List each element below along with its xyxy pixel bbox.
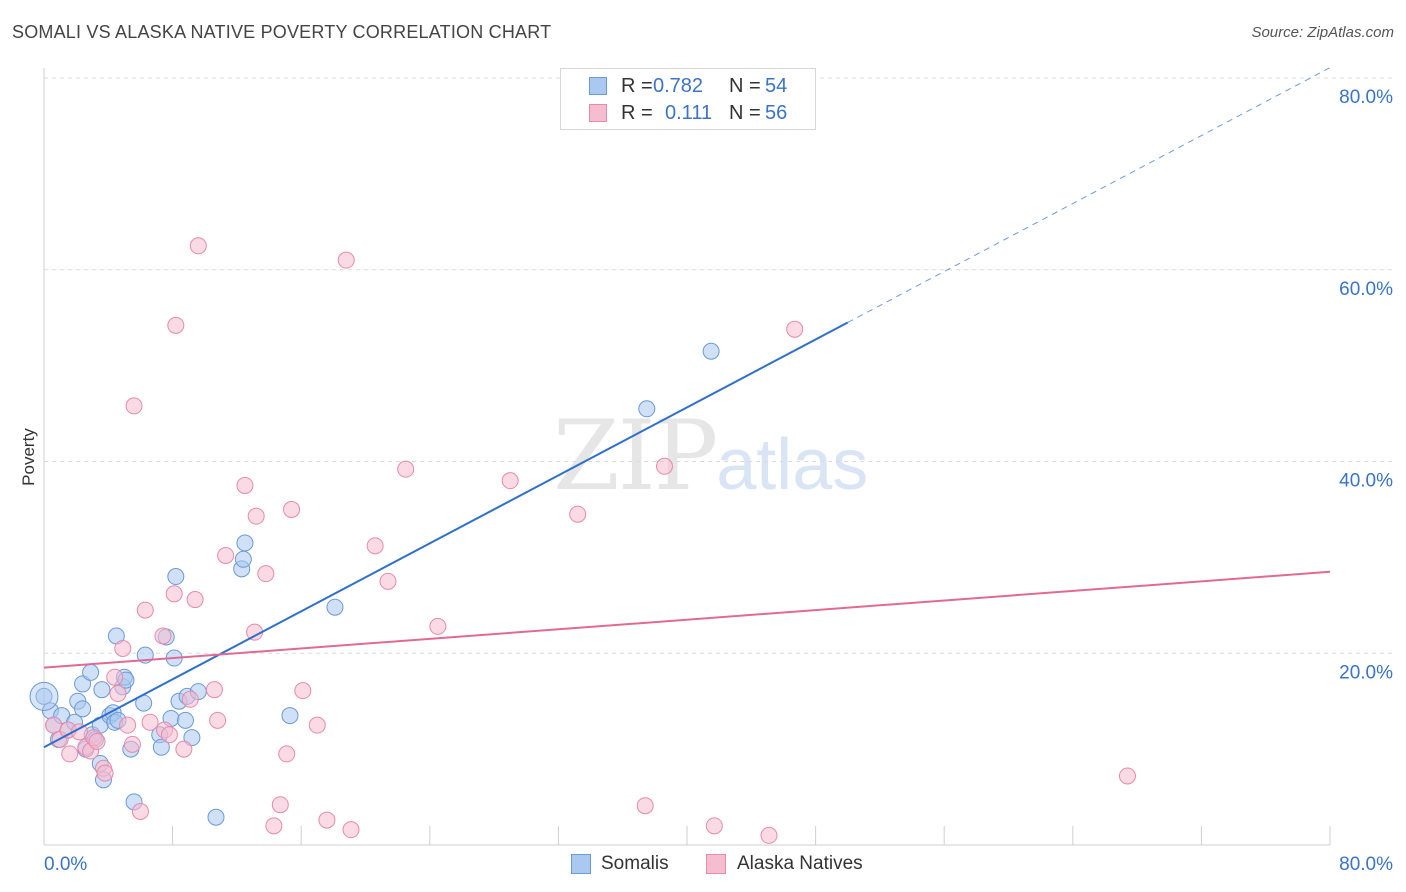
y-tick-label: 40.0% [1339, 471, 1393, 492]
y-tick-label: 80.0% [1339, 87, 1393, 108]
alaska-point [265, 817, 283, 835]
alaska-point [96, 764, 114, 782]
somali-point [281, 707, 299, 725]
somali-point [207, 808, 225, 826]
alaska-point [705, 817, 723, 835]
somali-point [236, 534, 254, 552]
alaska-point [205, 681, 223, 699]
alaska-point [186, 591, 204, 609]
alaska-trendline [43, 570, 1331, 669]
alaska-point [283, 500, 301, 518]
somali-legend-label: Somalis [601, 853, 669, 874]
alaska-point [379, 572, 397, 590]
alaska-point [141, 713, 159, 731]
alaska-point [114, 639, 132, 657]
alaska-point [131, 802, 149, 820]
alaska-point [165, 585, 183, 603]
chart-title: SOMALI VS ALASKA NATIVE POVERTY CORRELAT… [12, 22, 552, 42]
legend-row-somali: R = 0.782 N = 54 [561, 73, 815, 101]
legend-row-alaska: R = 0.111 N = 56 [561, 100, 815, 128]
somali-legend-swatch [571, 854, 591, 874]
somali-trendline-extension [847, 67, 1331, 323]
legend-n-label: N = [729, 102, 761, 124]
somali-point [326, 598, 344, 616]
alaska-point [123, 735, 141, 753]
alaska-point [760, 826, 778, 844]
somali-point [93, 681, 111, 699]
y-axis-label: Poverty [19, 428, 38, 486]
watermark-zip: ZIP [553, 400, 718, 512]
somali-point [234, 550, 252, 568]
somali-point [152, 738, 170, 756]
correlation-legend: R = 0.782 N = 54 R = 0.111 N = 56 [560, 68, 816, 130]
alaska-point [257, 565, 275, 583]
alaska-point [337, 251, 355, 269]
alaska-point [501, 472, 519, 490]
somali-point [82, 663, 100, 681]
alaska-point [154, 627, 172, 645]
alaska-point [278, 745, 296, 763]
alaska-point [181, 690, 199, 708]
alaska-legend-label: Alaska Natives [737, 853, 863, 874]
alaska-point [160, 726, 178, 744]
alaska-point [342, 821, 360, 839]
alaska-point [209, 711, 227, 729]
alaska-point [109, 685, 127, 703]
alaska-point [397, 460, 415, 478]
alaska-point [786, 320, 804, 338]
alaska-point [429, 617, 447, 635]
alaska-point [61, 745, 79, 763]
alaska-point [125, 397, 143, 415]
legend-n-value: 56 [765, 102, 788, 124]
alaska-point [569, 505, 587, 523]
y-tick-label: 60.0% [1339, 279, 1393, 300]
alaska-point [217, 546, 235, 564]
alaska-point [136, 601, 154, 619]
somali-swatch [589, 77, 607, 95]
legend-r-label: R = [621, 75, 653, 97]
legend-r-label: R = [621, 102, 653, 124]
somali-point [74, 675, 92, 693]
alaska-point [294, 682, 312, 700]
somali-point [702, 342, 720, 360]
somali-cluster-point [29, 681, 59, 711]
somali-point [35, 687, 53, 705]
alaska-point [175, 740, 193, 758]
alaska-point [366, 537, 384, 555]
alaska-point [1118, 767, 1136, 785]
somali-trendline [43, 321, 849, 749]
somali-point [183, 729, 201, 747]
source-label: Source: ZipAtlas.com [1251, 24, 1394, 41]
alaska-point [236, 476, 254, 494]
x-tick-label: 0.0% [44, 854, 87, 875]
somali-point [74, 700, 92, 718]
alaska-point [189, 237, 207, 255]
watermark-atlas: atlas [716, 425, 869, 505]
legend-r-value: 0.782 [653, 75, 704, 97]
alaska-point [167, 316, 185, 334]
legend-r-value: 0.111 [665, 102, 713, 124]
legend-n-value: 54 [765, 75, 788, 97]
x-tick-label: 80.0% [1339, 854, 1393, 875]
alaska-point [308, 716, 326, 734]
alaska-point [655, 457, 673, 475]
alaska-point [247, 507, 265, 525]
legend-n-label: N = [729, 75, 761, 97]
watermark: ZIPatlas [553, 400, 868, 512]
alaska-point [88, 732, 106, 750]
somali-point [167, 568, 185, 586]
alaska-point [45, 716, 63, 734]
alaska-point [636, 797, 654, 815]
somali-point [176, 711, 194, 729]
alaska-point [271, 796, 289, 814]
alaska-point [106, 668, 124, 686]
y-tick-label: 20.0% [1339, 662, 1393, 683]
somali-point [638, 400, 656, 418]
alaska-swatch [589, 104, 607, 122]
alaska-point [318, 811, 336, 829]
alaska-point [119, 716, 137, 734]
alaska-legend-swatch [706, 854, 726, 874]
